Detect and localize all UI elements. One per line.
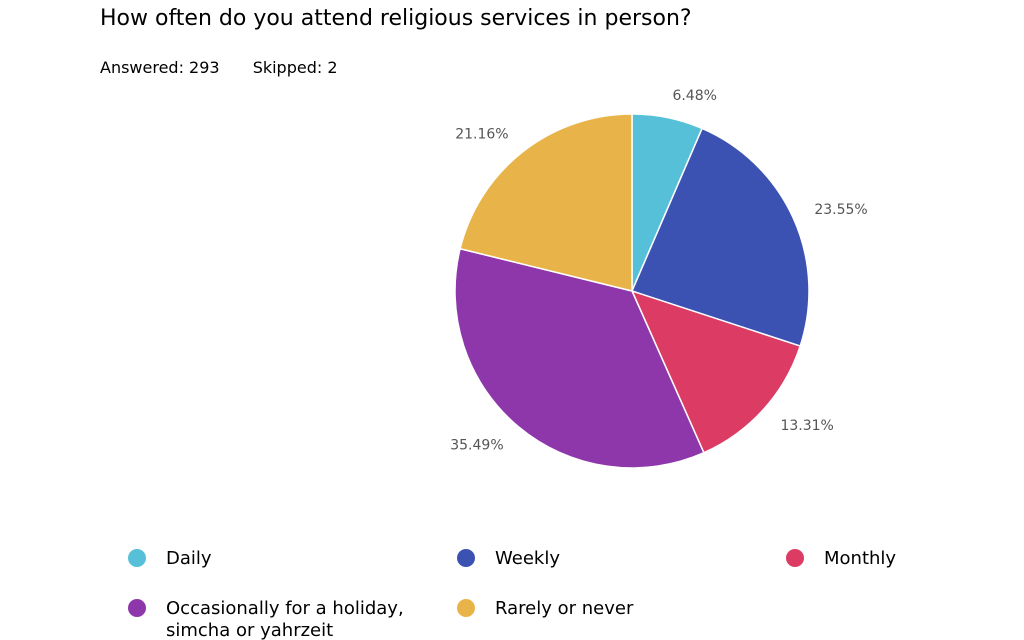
pie-slice-rarely[interactable] [459, 113, 633, 292]
legend-label-rarely: Rarely or never [495, 598, 634, 619]
legend-label-weekly: Weekly [495, 548, 560, 569]
slice-label-occasionally: 35.49% [450, 437, 503, 453]
legend-swatch-monthly [786, 549, 804, 567]
slice-label-rarely: 21.16% [455, 127, 508, 143]
pie-slice-monthly[interactable] [630, 289, 802, 454]
slice-label-daily: 6.48% [672, 88, 716, 104]
pie-chart: 6.48% 23.55% 13.31% 35.49% 21.16% [450, 88, 868, 469]
slice-label-weekly: 23.55% [814, 202, 867, 218]
slice-label-monthly: 13.31% [780, 418, 833, 434]
legend-item-daily[interactable]: Daily [128, 548, 212, 570]
legend-swatch-occasionally [128, 599, 146, 617]
legend-label-occasionally: Occasionally for a holiday, simcha or ya… [166, 598, 404, 640]
legend-swatch-rarely [457, 599, 475, 617]
legend-item-weekly[interactable]: Weekly [457, 548, 560, 570]
response-counts: Answered: 293 Skipped: 2 [100, 58, 338, 77]
answered-count: Answered: 293 [100, 58, 220, 77]
legend-label-daily: Daily [166, 548, 212, 569]
pie-slice-occasionally[interactable] [454, 247, 705, 469]
skipped-count: Skipped: 2 [252, 58, 338, 77]
pie-slice-weekly[interactable] [630, 127, 810, 347]
legend-item-monthly[interactable]: Monthly [786, 548, 896, 570]
legend-swatch-daily [128, 549, 146, 567]
legend-swatch-weekly [457, 549, 475, 567]
legend-item-occasionally[interactable]: Occasionally for a holiday, simcha or ya… [128, 598, 404, 640]
legend-item-rarely[interactable]: Rarely or never [457, 598, 633, 620]
legend-label-monthly: Monthly [824, 548, 897, 569]
question-title: How often do you attend religious servic… [100, 6, 692, 31]
